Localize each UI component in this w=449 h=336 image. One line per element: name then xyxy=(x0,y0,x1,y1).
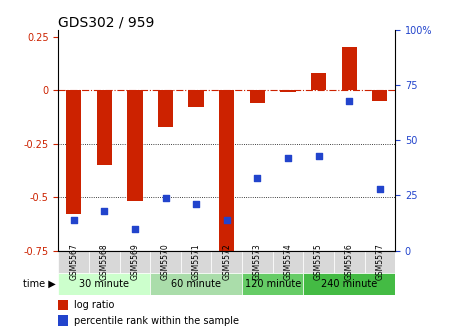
Bar xyxy=(58,300,68,310)
Text: percentile rank within the sample: percentile rank within the sample xyxy=(74,316,238,326)
Point xyxy=(376,186,383,192)
Text: GSM5572: GSM5572 xyxy=(222,243,231,280)
Text: GSM5576: GSM5576 xyxy=(345,243,354,280)
Text: GSM5569: GSM5569 xyxy=(130,243,139,280)
Bar xyxy=(158,90,173,127)
Point xyxy=(131,226,138,231)
Text: 120 minute: 120 minute xyxy=(245,279,301,289)
Text: GSM5577: GSM5577 xyxy=(375,243,384,280)
Text: GDS302 / 959: GDS302 / 959 xyxy=(58,15,155,29)
FancyBboxPatch shape xyxy=(242,272,303,295)
Bar xyxy=(250,90,265,103)
FancyBboxPatch shape xyxy=(211,251,242,272)
Point xyxy=(346,98,353,103)
FancyBboxPatch shape xyxy=(242,251,273,272)
FancyBboxPatch shape xyxy=(181,251,211,272)
Text: 60 minute: 60 minute xyxy=(171,279,221,289)
FancyBboxPatch shape xyxy=(303,251,334,272)
Bar xyxy=(342,47,357,90)
Text: GSM5574: GSM5574 xyxy=(283,243,292,280)
Text: 30 minute: 30 minute xyxy=(79,279,129,289)
FancyBboxPatch shape xyxy=(303,272,395,295)
FancyBboxPatch shape xyxy=(119,251,150,272)
Bar xyxy=(219,90,234,261)
Text: 240 minute: 240 minute xyxy=(321,279,377,289)
Text: GSM5571: GSM5571 xyxy=(192,243,201,280)
Point xyxy=(315,153,322,159)
FancyBboxPatch shape xyxy=(150,251,181,272)
Point xyxy=(70,217,77,222)
Text: GSM5573: GSM5573 xyxy=(253,243,262,280)
Bar xyxy=(280,90,295,92)
Text: GSM5568: GSM5568 xyxy=(100,243,109,280)
Point xyxy=(223,217,230,222)
FancyBboxPatch shape xyxy=(334,251,365,272)
Bar xyxy=(66,90,81,214)
Text: GSM5567: GSM5567 xyxy=(69,243,78,280)
Point xyxy=(254,175,261,180)
Bar xyxy=(127,90,143,201)
Text: GSM5570: GSM5570 xyxy=(161,243,170,280)
Text: time ▶: time ▶ xyxy=(22,279,55,289)
Bar xyxy=(311,73,326,90)
FancyBboxPatch shape xyxy=(58,251,89,272)
Point xyxy=(162,195,169,200)
Bar xyxy=(189,90,204,107)
Bar xyxy=(372,90,387,101)
Point xyxy=(284,155,291,161)
Bar xyxy=(97,90,112,165)
Point xyxy=(101,208,108,214)
Text: GSM5575: GSM5575 xyxy=(314,243,323,280)
Text: log ratio: log ratio xyxy=(74,300,114,310)
FancyBboxPatch shape xyxy=(365,251,395,272)
FancyBboxPatch shape xyxy=(273,251,303,272)
Bar xyxy=(58,316,68,326)
FancyBboxPatch shape xyxy=(89,251,119,272)
Point xyxy=(193,202,200,207)
FancyBboxPatch shape xyxy=(58,272,150,295)
FancyBboxPatch shape xyxy=(150,272,242,295)
